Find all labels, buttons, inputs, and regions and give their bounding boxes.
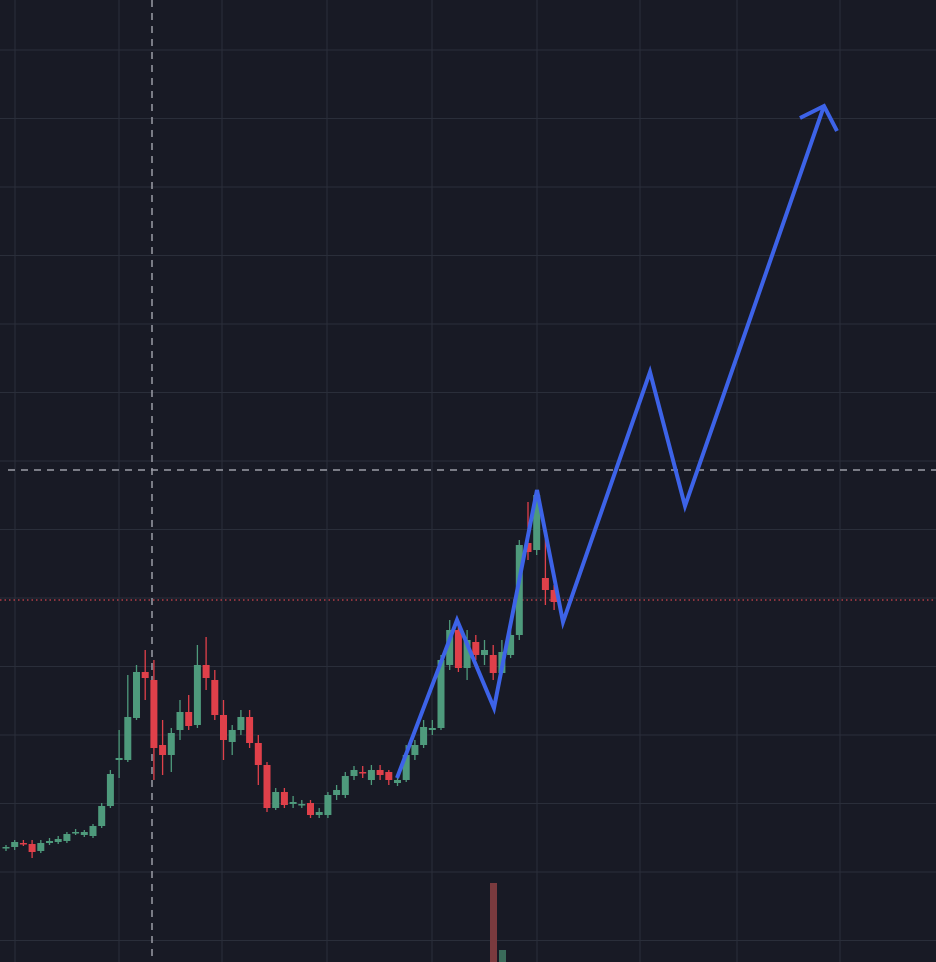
candle-body xyxy=(324,795,332,815)
candle-body xyxy=(263,765,271,808)
candle-body xyxy=(193,665,201,725)
candle-body xyxy=(533,495,541,550)
candle-body xyxy=(220,715,227,740)
candle-body xyxy=(524,543,532,552)
candle-body xyxy=(463,640,471,668)
candle-body xyxy=(307,803,314,815)
candle-body xyxy=(19,843,27,845)
candle-body xyxy=(481,650,488,655)
candle-body xyxy=(133,672,140,718)
candle-body xyxy=(341,776,349,795)
candle-body xyxy=(385,772,393,780)
candle-body xyxy=(420,727,428,745)
candle-body xyxy=(80,832,88,835)
drawn-arrowhead xyxy=(799,103,839,132)
candle-body xyxy=(507,635,515,655)
candle-body xyxy=(272,792,280,808)
candle-body xyxy=(28,844,36,852)
candle-body xyxy=(428,728,436,730)
candle-body xyxy=(472,642,480,655)
volume-bar xyxy=(490,883,497,962)
candle-body xyxy=(167,733,175,755)
candle-body xyxy=(446,630,454,665)
candle-body xyxy=(367,770,375,780)
candle-body xyxy=(115,758,123,760)
candle-body xyxy=(541,578,549,590)
candle-body xyxy=(46,841,53,843)
candle-body xyxy=(254,743,262,765)
candle-body xyxy=(228,730,236,742)
candle-body xyxy=(550,590,558,602)
candle-body xyxy=(211,680,219,715)
candle-body xyxy=(159,745,167,755)
candle-body xyxy=(411,745,419,755)
candle-body xyxy=(489,655,497,673)
candle-body xyxy=(176,712,184,730)
candle-body xyxy=(289,802,297,804)
candle-body xyxy=(333,790,341,795)
candle-body xyxy=(394,780,401,783)
candle-body xyxy=(106,774,114,806)
candle-body xyxy=(89,826,97,836)
candle-body xyxy=(402,755,410,780)
candle-body xyxy=(124,717,132,760)
candle-body xyxy=(246,717,254,743)
candle-body xyxy=(202,665,210,678)
candle-body xyxy=(98,806,106,826)
candle-body xyxy=(72,832,80,834)
volume-bar xyxy=(499,950,506,962)
candle-body xyxy=(359,772,367,774)
candle-body xyxy=(237,717,245,730)
candle-body xyxy=(454,630,462,668)
candle-body xyxy=(63,834,71,841)
candle-body xyxy=(315,812,323,815)
candle-body xyxy=(350,770,358,776)
candle-body xyxy=(150,680,158,748)
candle-body xyxy=(185,712,193,726)
candle-body xyxy=(11,842,19,847)
candle-body xyxy=(298,804,306,806)
candle-body xyxy=(2,847,10,849)
candle-body xyxy=(37,843,45,851)
drawn-path xyxy=(395,105,826,779)
candle-body xyxy=(437,660,445,728)
candle-body xyxy=(376,770,384,775)
candle-body xyxy=(54,839,62,842)
candle-body xyxy=(280,792,288,805)
candle-body xyxy=(141,672,149,678)
